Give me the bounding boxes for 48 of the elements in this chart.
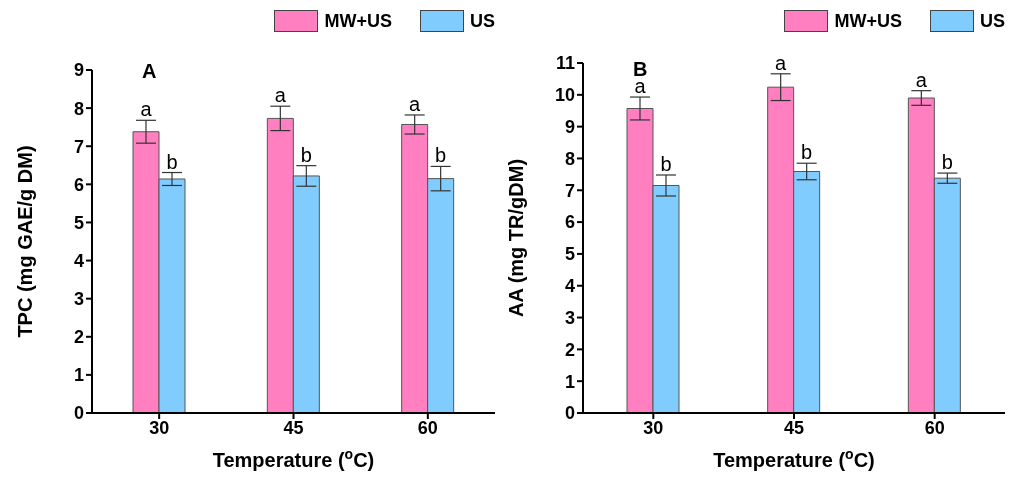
annotation: b [166, 150, 178, 173]
annotation: a [409, 92, 422, 115]
x-tick-label: 45 [283, 417, 304, 438]
y-tick-label: 2 [564, 339, 575, 360]
y-tick-label: 9 [73, 60, 84, 81]
y-tick-label: 9 [564, 117, 575, 138]
y-tick-label: 11 [555, 53, 575, 74]
y-tick-label: 0 [73, 403, 84, 424]
x-tick-label: 60 [417, 417, 438, 438]
y-tick-label: 5 [564, 244, 575, 265]
y-tick-label: 4 [73, 250, 84, 271]
x-axis-title: Temperature ($^{o}$C) [212, 446, 375, 471]
y-tick-label: 3 [73, 289, 84, 310]
y-tick-label: 10 [554, 85, 575, 106]
legend-label: US [979, 10, 1005, 32]
y-tick-label: 1 [564, 371, 575, 392]
y-tick-label: 2 [73, 327, 84, 348]
x-tick-label: 30 [149, 417, 170, 438]
annotation: a [915, 68, 928, 91]
y-tick-label: 3 [564, 307, 575, 328]
y-tick-label: 7 [73, 136, 84, 157]
y-tick-label: 8 [73, 98, 84, 119]
annotation: b [801, 141, 813, 164]
y-tick-label: 6 [564, 212, 575, 233]
y-axis-title: TPC (mg GAE/g DM) [14, 145, 36, 338]
legend-label: MW+US [324, 10, 392, 32]
legend-label: US [469, 10, 495, 32]
annotation: a [140, 98, 153, 121]
x-tick-label: 45 [783, 417, 805, 438]
x-tick-label: 30 [643, 417, 664, 438]
chart-title: A [142, 60, 157, 83]
annotation: b [941, 151, 953, 174]
y-tick-label: 0 [564, 403, 575, 424]
y-tick-label: 6 [73, 174, 84, 195]
annotation: b [660, 153, 672, 175]
annotation: a [775, 51, 788, 74]
y-axis-title: AA (mg TR/gDM) [505, 158, 527, 318]
annotation: b [300, 143, 312, 166]
y-tick-label: 4 [564, 276, 575, 297]
legend-label: MW+US [834, 10, 902, 32]
y-tick-label: 1 [73, 365, 84, 386]
y-tick-label: 8 [564, 148, 575, 169]
annotation: a [274, 84, 287, 107]
x-tick-label: 60 [924, 417, 945, 438]
x-axis-title: Temperature ($^{o}$C) [713, 446, 875, 471]
annotation: b [435, 144, 447, 167]
y-tick-label: 5 [73, 212, 84, 233]
y-tick-label: 7 [564, 180, 575, 201]
